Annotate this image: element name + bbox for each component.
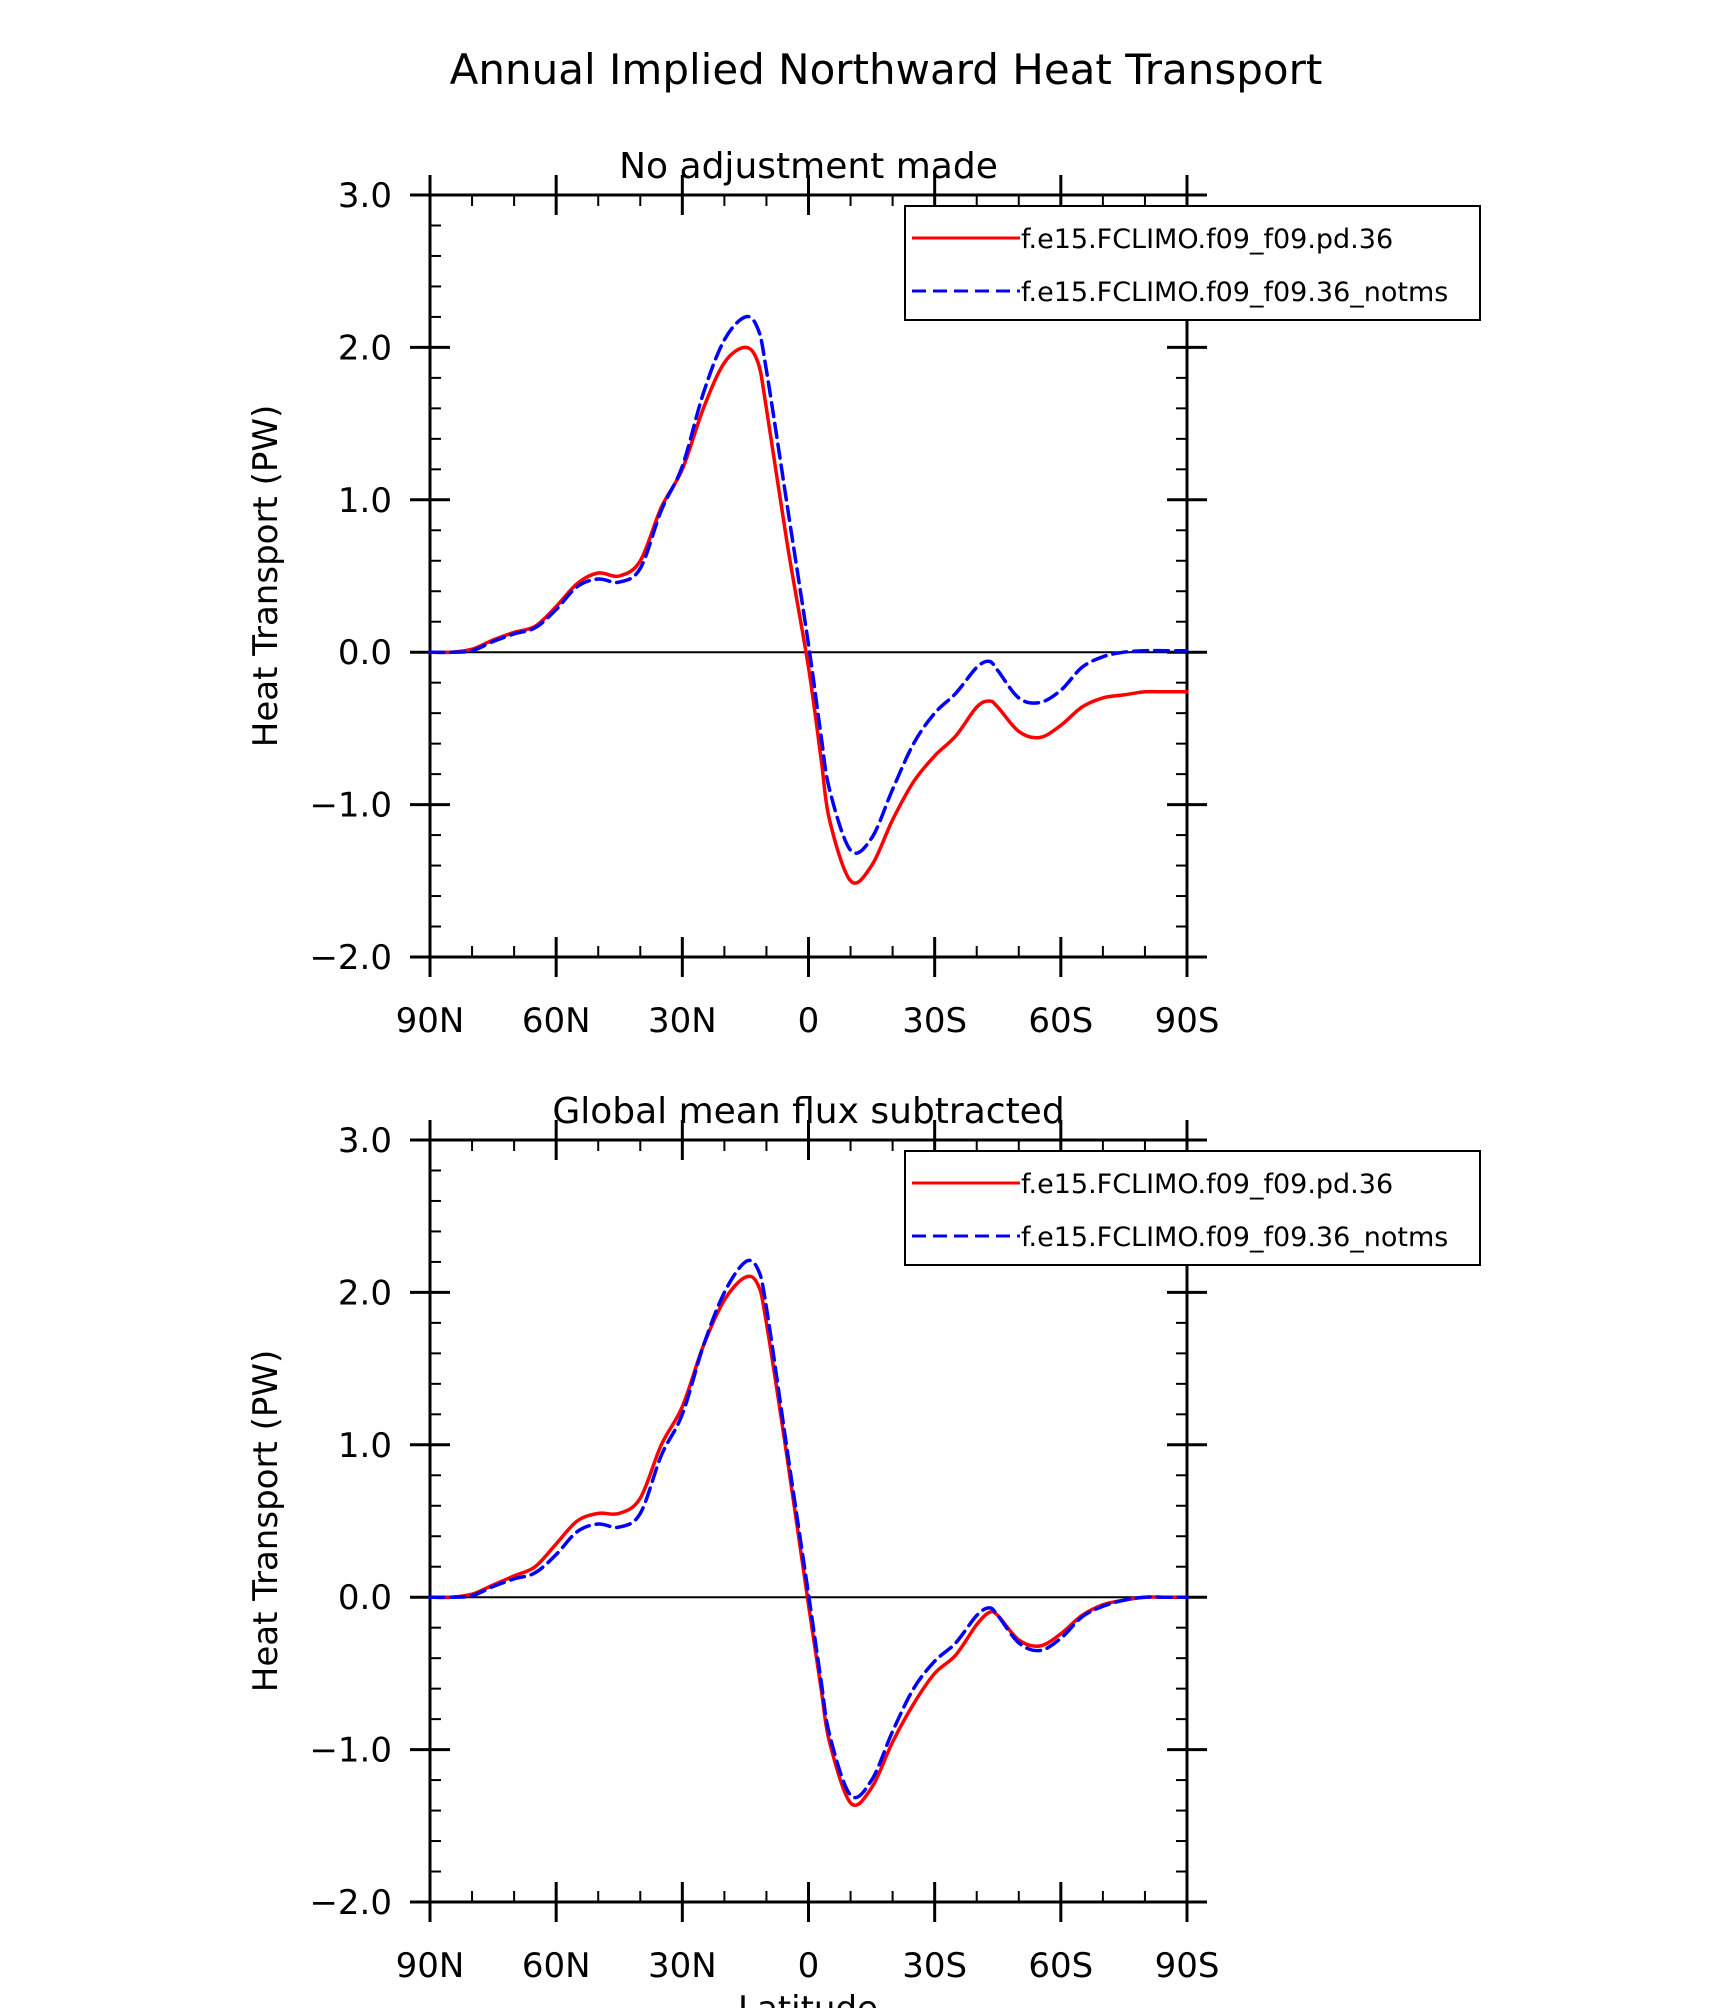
- y-tick-label: 2.0: [338, 1273, 392, 1313]
- x-tick-label: 30S: [902, 1001, 967, 1041]
- x-tick-label: 0: [798, 1001, 820, 1041]
- y-tick-label: −1.0: [309, 786, 392, 826]
- y-tick-label: 0.0: [338, 633, 392, 673]
- y-tick-label: 3.0: [338, 176, 392, 216]
- legend-label: f.e15.FCLIMO.f09_f09.36_notms: [1021, 1222, 1448, 1253]
- x-tick-label: 30N: [648, 1001, 717, 1041]
- figure-title: Annual Implied Northward Heat Transport: [450, 45, 1323, 94]
- x-tick-label: 30N: [648, 1946, 717, 1986]
- y-axis-label: Heat Transport (PW): [246, 1350, 286, 1692]
- y-tick-label: 2.0: [338, 328, 392, 368]
- y-tick-label: 1.0: [338, 1426, 392, 1466]
- y-tick-label: 1.0: [338, 481, 392, 521]
- legend-box: [904, 205, 1481, 321]
- legend-box: [904, 1150, 1481, 1266]
- legend-label: f.e15.FCLIMO.f09_f09.36_notms: [1021, 277, 1448, 308]
- y-tick-label: −2.0: [309, 1883, 392, 1923]
- y-tick-label: 0.0: [338, 1578, 392, 1618]
- x-tick-label: 90N: [396, 1946, 465, 1986]
- series-line-pd36: [428, 345, 1189, 885]
- x-tick-label: 90S: [1155, 1001, 1220, 1041]
- legend-label: f.e15.FCLIMO.f09_f09.pd.36: [1021, 224, 1393, 255]
- series-line-pd36: [428, 1274, 1189, 1807]
- x-tick-label: 90N: [396, 1001, 465, 1041]
- x-tick-label: 90S: [1155, 1946, 1220, 1986]
- x-tick-label: 30S: [902, 1946, 967, 1986]
- x-tick-label: 60N: [522, 1001, 591, 1041]
- y-tick-label: 3.0: [338, 1121, 392, 1161]
- legend-label: f.e15.FCLIMO.f09_f09.pd.36: [1021, 1169, 1393, 1200]
- x-tick-label: 60S: [1028, 1946, 1093, 1986]
- x-tick-label: 60N: [522, 1946, 591, 1986]
- series-line-notms: [428, 1258, 1189, 1800]
- y-tick-label: −1.0: [309, 1731, 392, 1771]
- x-axis-label: Latitude: [738, 1989, 878, 2008]
- y-tick-label: −2.0: [309, 938, 392, 978]
- x-tick-label: 60S: [1028, 1001, 1093, 1041]
- y-axis-label: Heat Transport (PW): [246, 405, 286, 747]
- series-line-notms: [428, 314, 1189, 855]
- x-tick-label: 0: [798, 1946, 820, 1986]
